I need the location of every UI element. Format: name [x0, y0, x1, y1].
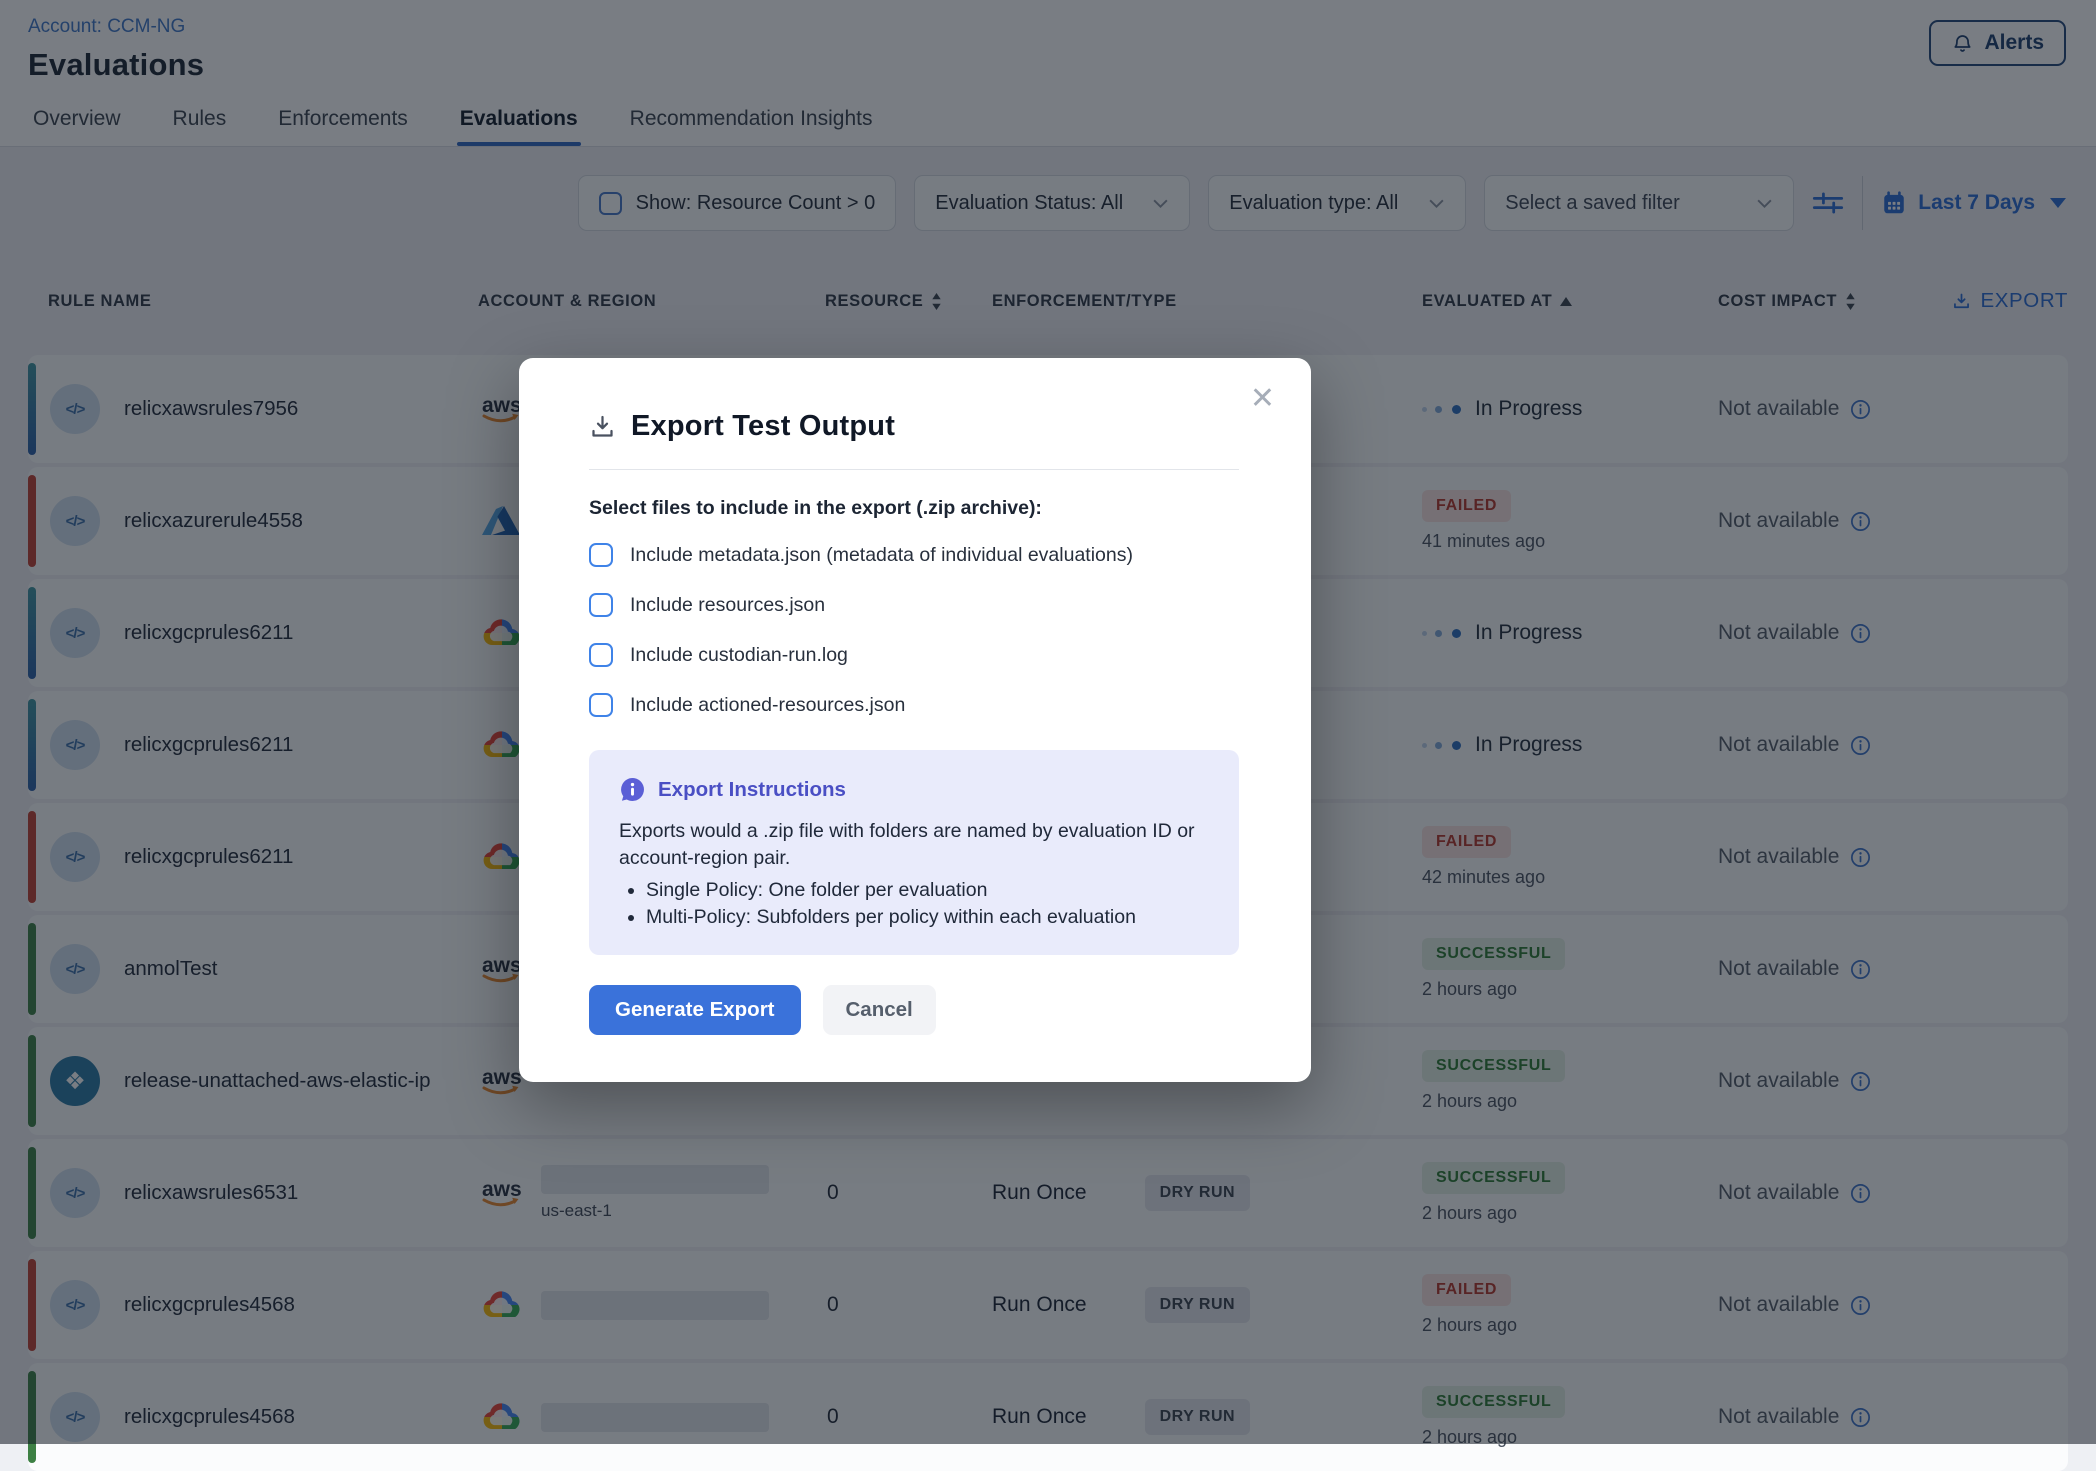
cancel-button[interactable]: Cancel	[822, 985, 936, 1036]
modal-title: Export Test Output	[631, 410, 896, 442]
export-file-option: Include custodian-run.log	[589, 638, 1239, 672]
checkbox-icon[interactable]	[589, 693, 613, 717]
info-bubble-icon	[619, 776, 646, 803]
export-test-output-modal: ✕ Export Test Output Select files to inc…	[519, 358, 1311, 1082]
export-instructions-body: Exports would a .zip file with folders a…	[619, 820, 1195, 869]
checkbox-icon[interactable]	[589, 543, 613, 567]
export-instructions-box: Export Instructions Exports would a .zip…	[589, 750, 1239, 956]
export-instructions-bullets: Single Policy: One folder per evaluation…	[646, 877, 1209, 932]
checkbox-label: Include actioned-resources.json	[630, 693, 906, 716]
export-file-option: Include actioned-resources.json	[589, 688, 1239, 722]
checkbox-icon[interactable]	[589, 643, 613, 667]
export-instructions-title: Export Instructions	[658, 777, 846, 801]
export-file-option: Include metadata.json (metadata of indiv…	[589, 538, 1239, 572]
divider	[589, 469, 1239, 470]
checkbox-label: Include custodian-run.log	[630, 643, 848, 666]
checkbox-label: Include resources.json	[630, 593, 826, 616]
checkbox-label: Include metadata.json (metadata of indiv…	[630, 543, 1133, 566]
instruction-bullet: Multi-Policy: Subfolders per policy with…	[646, 904, 1209, 931]
close-icon[interactable]: ✕	[1249, 382, 1275, 415]
generate-export-button[interactable]: Generate Export	[589, 985, 801, 1036]
export-file-checkbox-list: Include metadata.json (metadata of indiv…	[589, 538, 1239, 722]
instruction-bullet: Single Policy: One folder per evaluation	[646, 877, 1209, 904]
modal-section-label: Select files to include in the export (.…	[589, 497, 1042, 519]
export-file-option: Include resources.json	[589, 588, 1239, 622]
download-icon	[589, 413, 616, 440]
checkbox-icon[interactable]	[589, 593, 613, 617]
